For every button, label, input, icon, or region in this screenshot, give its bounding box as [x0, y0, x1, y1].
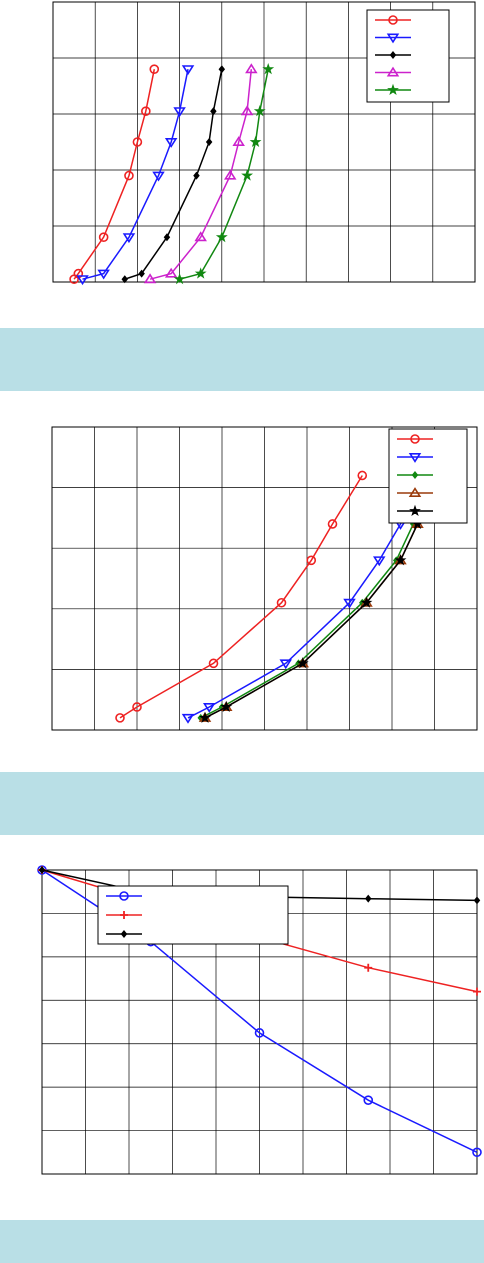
chart-1-series-4-point [232, 136, 245, 146]
chart-1-series-5-point [249, 135, 262, 148]
chart-1-legend-marker-3 [389, 51, 397, 59]
chart-1-series-3 [121, 65, 226, 284]
chart-3-plot-frame [41, 869, 478, 1175]
chart-1-series-1-point [149, 64, 160, 74]
chart-2-plot-frame [51, 426, 478, 731]
chart-2-series-1-point [306, 555, 317, 566]
chart-3-series-3-point [38, 866, 46, 874]
caption-band-2 [0, 772, 484, 835]
chart-1 [52, 1, 476, 286]
chart-2-legend-marker-4 [408, 487, 422, 497]
chart-2-series-5-point [360, 596, 373, 608]
chart-1-series-2-line [82, 69, 189, 280]
chart-1-legend-marker-1 [388, 15, 398, 25]
chart-2-legend-marker-1 [410, 434, 420, 444]
chart-2-series-2-point [202, 702, 216, 713]
chart-3-series-1-point [254, 1028, 265, 1038]
chart-1-series-1-point [141, 106, 151, 116]
chart-3-series-3-point [473, 896, 481, 905]
chart-3-legend-marker-1 [119, 891, 129, 901]
chart-2-series-5-point [394, 554, 407, 566]
chart-2 [51, 426, 478, 731]
chart-1-series-3-point [205, 138, 213, 146]
chart-1-series-4-point [194, 231, 207, 242]
chart-2-legend-marker-5 [409, 504, 421, 517]
chart-3-legend-marker-3 [120, 930, 128, 938]
chart-1-series-3-point [218, 65, 226, 74]
chart-1-series-2-point [181, 65, 195, 76]
chart-3-legend-marker-2 [120, 911, 128, 919]
chart-2-series-1-point [276, 597, 287, 608]
chart-2-series-2-point [343, 598, 356, 609]
chart-1-series-5-point [215, 230, 228, 243]
chart-1-series-2-point [97, 269, 110, 280]
chart-1-series-2-point [76, 275, 89, 286]
chart-1-legend [366, 9, 450, 103]
chart-2-series-1 [115, 470, 368, 723]
chart-1-series-4-point [240, 105, 254, 116]
chart-1-series-3-line [124, 69, 223, 280]
chart-1-series-1-point [98, 232, 109, 242]
chart-2-series-1-point [208, 658, 219, 669]
chart-1-legend-marker-5 [387, 83, 399, 96]
chart-1-series-5-point [262, 62, 275, 75]
chart-1-series-3-point [121, 275, 128, 284]
chart-2-legend-box [388, 428, 468, 524]
chart-2-series-2-line [187, 475, 436, 719]
chart-3-series-1-point [363, 1095, 374, 1105]
chart-3 [37, 865, 482, 1175]
chart-1-series-4-line [149, 69, 253, 280]
chart-2-series-1-point [357, 470, 368, 481]
chart-1-series-3-point [138, 269, 145, 278]
chart-1-series-5-point [173, 272, 186, 285]
chart-2-series-2-point [372, 556, 386, 567]
chart-1-series-2-point [164, 138, 178, 148]
chart-1-series-4-point [164, 267, 178, 278]
chart-1-series-2-point [122, 233, 136, 244]
chart-1-series-4 [143, 63, 258, 284]
chart-1-series-2-point [173, 107, 186, 118]
chart-2-series-1-point [132, 702, 142, 712]
chart-1-series-4-point [245, 63, 258, 74]
chart-1-plot-frame [52, 1, 476, 283]
chart-3-series-1-point [472, 1147, 482, 1158]
chart-2-legend-marker-2 [408, 452, 422, 463]
chart-2-legend-marker-3 [411, 471, 419, 479]
chart-1-legend-marker-2 [386, 33, 400, 44]
chart-1-legend-marker-4 [386, 66, 400, 77]
chart-2-series-1-point [327, 519, 338, 529]
chart-1-series-1-point [124, 170, 134, 181]
chart-1-series-1-line [73, 69, 156, 280]
chart-2-series-1-line [119, 475, 363, 719]
chart-3-legend [97, 885, 289, 945]
chart-2-series-2-point [181, 713, 195, 724]
chart-1-series-1-point [132, 137, 143, 147]
chart-2-series-5-point [296, 657, 309, 669]
caption-band-3 [0, 1220, 484, 1263]
chart-1-series-3-point [210, 107, 217, 116]
chart-1-series-4-point [143, 273, 157, 284]
chart-3-series-2-point [364, 963, 373, 972]
chart-2-legend [388, 428, 468, 524]
chart-2-series-5-point [199, 711, 211, 723]
chart-1-series-5-point [241, 169, 254, 181]
chart-1-series-2-point [152, 171, 165, 182]
caption-band-1 [0, 328, 484, 391]
chart-1-series-5 [173, 62, 275, 285]
chart-1-series-5-point [253, 104, 266, 117]
chart-1-series-4-point [223, 169, 237, 180]
chart-2-series-2-point [279, 659, 293, 670]
chart-1-series-5-point [194, 267, 207, 279]
chart-1-series-2 [76, 65, 195, 286]
chart-1-series-3-point [193, 171, 200, 180]
chart-2-series-1-point [115, 713, 125, 723]
chart-3-series-2-point [473, 987, 481, 996]
chart-2-series-5-point [220, 700, 233, 713]
chart-3-series-3-point [365, 894, 372, 903]
chart-1-series-1 [69, 64, 160, 285]
chart-1-series-3-point [163, 233, 171, 242]
chart-1-legend-box [366, 9, 450, 103]
